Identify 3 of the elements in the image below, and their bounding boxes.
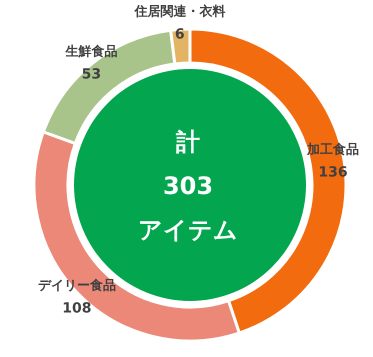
- annotation: 303: [162, 172, 214, 200]
- annotation: アイテム: [138, 216, 238, 244]
- annotation: 計: [176, 128, 200, 156]
